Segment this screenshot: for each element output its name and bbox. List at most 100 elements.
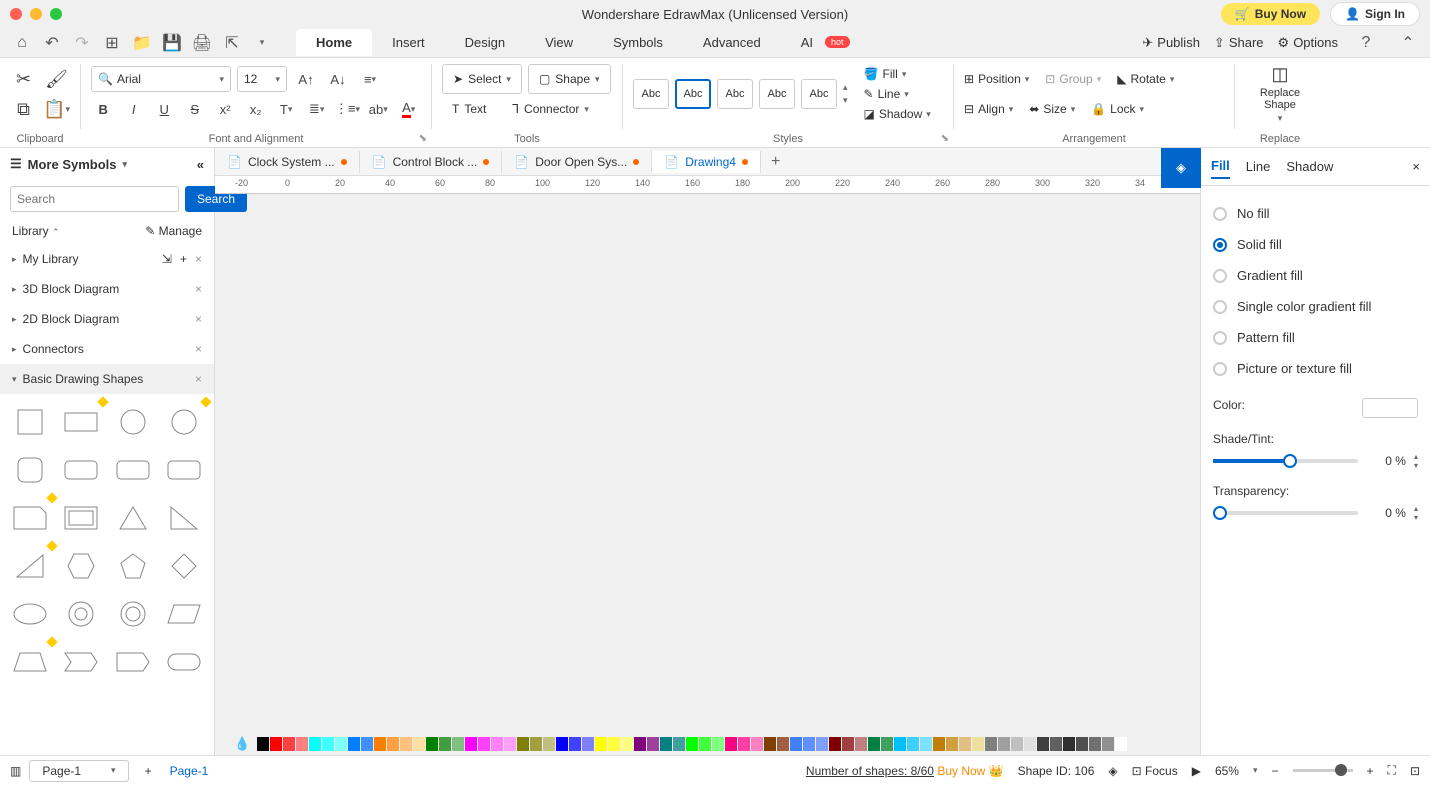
help-icon[interactable]: ?: [1352, 31, 1380, 55]
color-swatch[interactable]: [283, 737, 295, 751]
fill-option-pattern[interactable]: Pattern fill: [1213, 322, 1418, 353]
color-swatch[interactable]: [751, 737, 763, 751]
color-swatch[interactable]: [855, 737, 867, 751]
color-swatch[interactable]: [738, 737, 750, 751]
group-dropdown[interactable]: ⊡Group▾: [1045, 70, 1101, 88]
search-input[interactable]: [10, 186, 179, 212]
style-preset-5[interactable]: Abc: [801, 79, 837, 109]
replace-shape-button[interactable]: ◫ Replace Shape▾: [1260, 64, 1300, 124]
shape-target[interactable]: [60, 594, 104, 634]
italic-icon[interactable]: I: [121, 96, 145, 122]
color-swatch[interactable]: [374, 737, 386, 751]
shape-stadium[interactable]: [163, 642, 207, 682]
fill-option-none[interactable]: No fill: [1213, 198, 1418, 229]
tab-home[interactable]: Home: [296, 29, 372, 56]
color-swatch[interactable]: [803, 737, 815, 751]
save-icon[interactable]: 💾: [158, 31, 186, 55]
color-swatch[interactable]: [790, 737, 802, 751]
line-spacing-icon[interactable]: ≣▾: [304, 96, 328, 122]
style-preset-1[interactable]: Abc: [633, 79, 669, 109]
shadow-dropdown[interactable]: ◪Shadow▾: [864, 105, 931, 123]
color-swatch[interactable]: [1037, 737, 1049, 751]
styles-dialog-launcher[interactable]: ⬊: [941, 133, 949, 144]
shape-frame[interactable]: [60, 498, 104, 538]
color-swatch[interactable]: [777, 737, 789, 751]
tab-symbols[interactable]: Symbols: [593, 29, 683, 56]
sidebar-item-my-library[interactable]: ▸My Library⇲+×: [0, 244, 214, 274]
color-swatch[interactable]: [1089, 737, 1101, 751]
transparency-slider[interactable]: [1213, 511, 1358, 515]
color-swatch[interactable]: [673, 737, 685, 751]
close-icon[interactable]: ×: [195, 372, 202, 386]
decrease-size-icon[interactable]: A↓: [325, 66, 351, 92]
color-swatch[interactable]: [465, 737, 477, 751]
tab-view[interactable]: View: [525, 29, 593, 56]
color-swatch[interactable]: [504, 737, 516, 751]
text-tool-button[interactable]: TText: [442, 94, 496, 124]
color-swatch[interactable]: [1115, 737, 1127, 751]
color-swatch[interactable]: [556, 737, 568, 751]
sidebar-item-3d-block[interactable]: ▸3D Block Diagram×: [0, 274, 214, 304]
shape-donut[interactable]: [111, 594, 155, 634]
shape-square[interactable]: [8, 402, 52, 442]
color-swatch[interactable]: [426, 737, 438, 751]
color-swatch[interactable]: [387, 737, 399, 751]
lock-dropdown[interactable]: 🔒Lock▾: [1091, 100, 1144, 118]
font-name-combo[interactable]: 🔍Arial▾: [91, 66, 231, 92]
sidebar-item-connectors[interactable]: ▸Connectors×: [0, 334, 214, 364]
shade-slider[interactable]: [1213, 459, 1358, 463]
color-swatch[interactable]: [569, 737, 581, 751]
color-swatch[interactable]: [1011, 737, 1023, 751]
select-tool-button[interactable]: ➤Select▾: [442, 64, 522, 94]
color-swatch[interactable]: [517, 737, 529, 751]
color-swatch[interactable]: [270, 737, 282, 751]
print-icon[interactable]: 🖨: [188, 31, 216, 55]
fullscreen-icon[interactable]: ⊡: [1410, 764, 1420, 778]
library-label[interactable]: Library ⌃: [12, 224, 60, 238]
format-brush-icon[interactable]: 🖌: [43, 63, 70, 95]
color-swatch[interactable]: [439, 737, 451, 751]
text-effects-icon[interactable]: T▾: [274, 96, 298, 122]
shape-rounded-rect-3[interactable]: [163, 450, 207, 490]
close-icon[interactable]: ×: [195, 342, 202, 356]
color-swatch[interactable]: [400, 737, 412, 751]
sidebar-item-basic-shapes[interactable]: ▾Basic Drawing Shapes×: [0, 364, 214, 394]
doc-tab-3[interactable]: 📄Door Open Sys...: [502, 151, 652, 173]
doc-tab-1[interactable]: 📄Clock System ...: [215, 151, 360, 173]
shape-circle[interactable]: [111, 402, 155, 442]
connector-tool-button[interactable]: ⅂Connector▾: [502, 94, 599, 124]
scroll-up-icon[interactable]: ▴: [843, 82, 848, 93]
color-swatch[interactable]: [335, 737, 347, 751]
rp-tab-line[interactable]: Line: [1246, 155, 1271, 178]
font-dialog-launcher[interactable]: ⬊: [419, 133, 427, 144]
zoom-out-button[interactable]: −: [1272, 764, 1279, 778]
color-swatch[interactable]: [725, 737, 737, 751]
fill-option-picture[interactable]: Picture or texture fill: [1213, 353, 1418, 384]
sign-in-button[interactable]: 👤 Sign In: [1330, 2, 1420, 26]
shape-rounded-square[interactable]: [8, 450, 52, 490]
fill-option-gradient[interactable]: Gradient fill: [1213, 260, 1418, 291]
layers-icon[interactable]: ◈: [1108, 764, 1117, 778]
page-selector[interactable]: Page-1▾: [29, 760, 128, 782]
shape-ring[interactable]: [163, 402, 207, 442]
doc-tab-4[interactable]: 📄Drawing4: [652, 151, 761, 173]
font-size-combo[interactable]: 12▾: [237, 66, 287, 92]
fill-option-solid[interactable]: Solid fill: [1213, 229, 1418, 260]
color-swatch[interactable]: [478, 737, 490, 751]
add-tab-button[interactable]: +: [761, 153, 790, 171]
format-panel-icon[interactable]: ◈: [1161, 148, 1201, 188]
shape-pentagon[interactable]: [111, 546, 155, 586]
shape-diamond[interactable]: [163, 546, 207, 586]
page-tab-active[interactable]: Page-1: [170, 764, 209, 778]
shape-triangle-right[interactable]: [163, 498, 207, 538]
color-swatch[interactable]: [621, 737, 633, 751]
shape-rounded-rect-2[interactable]: [111, 450, 155, 490]
color-swatch[interactable]: [543, 737, 555, 751]
color-swatch[interactable]: [1102, 737, 1114, 751]
color-swatch[interactable]: [907, 737, 919, 751]
color-swatch[interactable]: [686, 737, 698, 751]
color-swatch[interactable]: [972, 737, 984, 751]
color-swatch[interactable]: [1362, 398, 1418, 418]
color-swatch[interactable]: [933, 737, 945, 751]
color-swatch[interactable]: [1063, 737, 1075, 751]
